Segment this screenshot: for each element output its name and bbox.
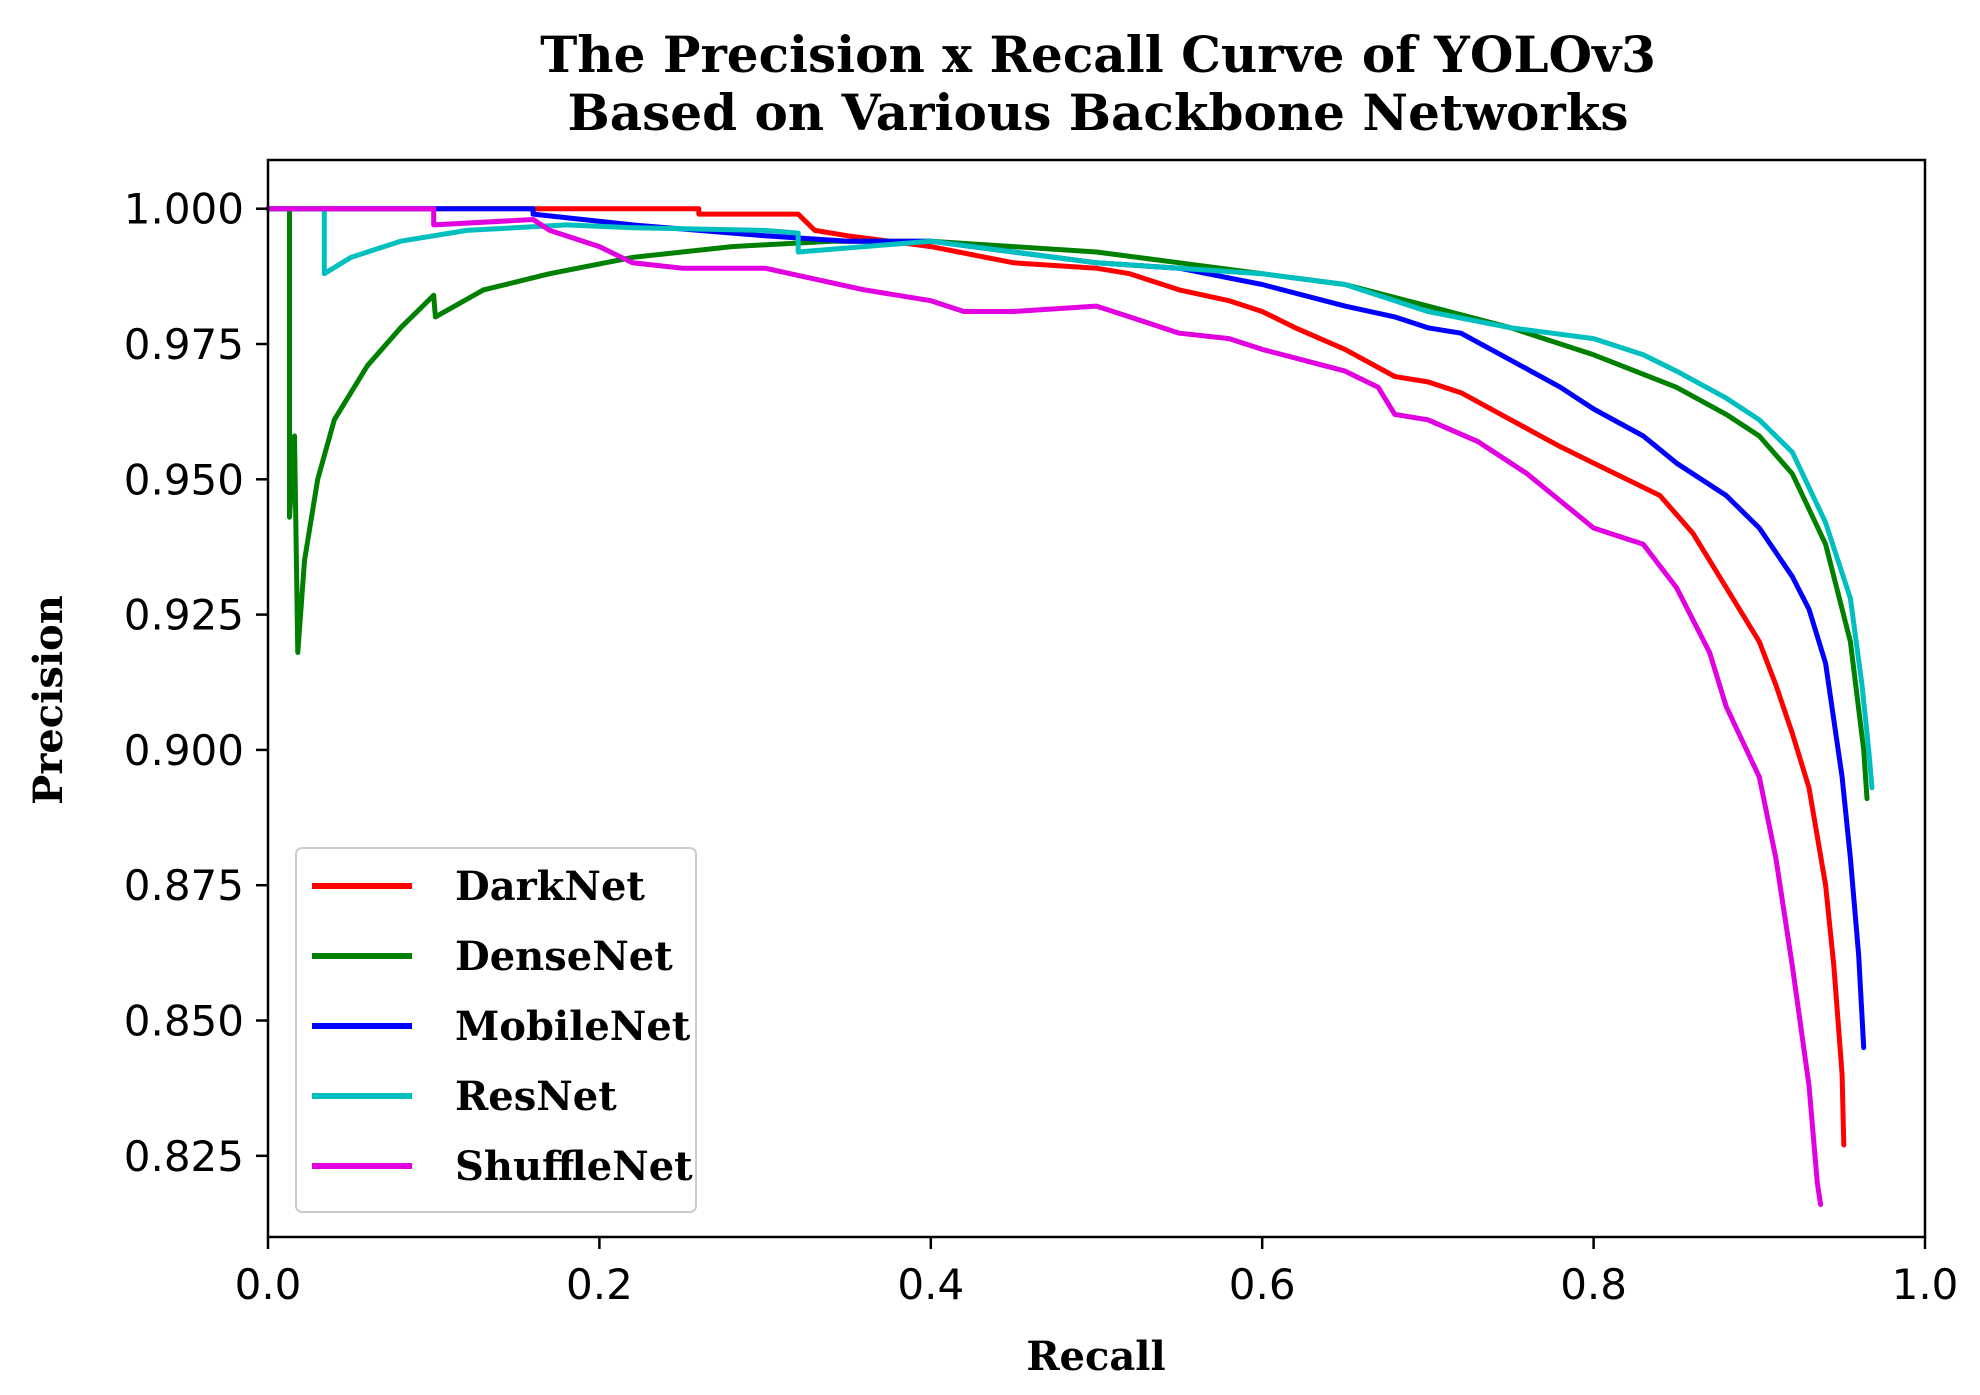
y-tick-label: 0.900	[124, 726, 244, 775]
y-tick-label: 0.825	[124, 1132, 244, 1181]
y-tick-label: 0.850	[124, 997, 244, 1046]
x-tick-label: 0.0	[235, 1260, 302, 1309]
axis-ticks: 0.0 0.2 0.4 0.6 0.8 1.0 1.000 0.975 0.950 0.925 0.…	[124, 185, 1959, 1309]
legend-label-mobilenet: MobileNet	[455, 1003, 691, 1050]
series-line-shufflenet	[265, 206, 1824, 1207]
y-axis-title: Precision	[25, 595, 72, 805]
series-group	[265, 206, 1875, 1207]
plot-area-frame	[266, 158, 1927, 1239]
x-axis-title: Recall	[1026, 1333, 1165, 1380]
series-line-densenet	[265, 206, 1870, 802]
x-tick-label: 0.2	[566, 1260, 633, 1309]
chart-subtitle: Based on Various Backbone Networks	[567, 83, 1628, 142]
y-tick-label: 0.925	[124, 591, 244, 640]
legend-label-shufflenet: ShuffleNet	[455, 1143, 693, 1190]
y-tick-label: 0.975	[124, 320, 244, 369]
legend-box	[295, 847, 697, 1213]
legend-label-densenet: DenseNet	[455, 933, 673, 980]
legend-label-resnet: ResNet	[455, 1073, 617, 1120]
series-line-mobilenet	[265, 206, 1867, 1051]
x-tick-label: 0.6	[1229, 1260, 1296, 1309]
y-tick-label: 0.875	[124, 861, 244, 910]
y-tick-label: 0.950	[124, 455, 244, 504]
y-tick-label: 1.000	[124, 185, 244, 234]
x-tick-label: 1.0	[1892, 1260, 1959, 1309]
x-tick-label: 0.8	[1560, 1260, 1627, 1309]
x-tick-label: 0.4	[897, 1260, 964, 1309]
series-line-resnet	[265, 206, 1875, 791]
legend-label-darknet: DarkNet	[455, 863, 645, 910]
chart-title: The Precision x Recall Curve of YOLOv3	[540, 25, 1656, 84]
legend: DarkNet DenseNet MobileNet ResNet ShuffleNet	[295, 847, 697, 1213]
